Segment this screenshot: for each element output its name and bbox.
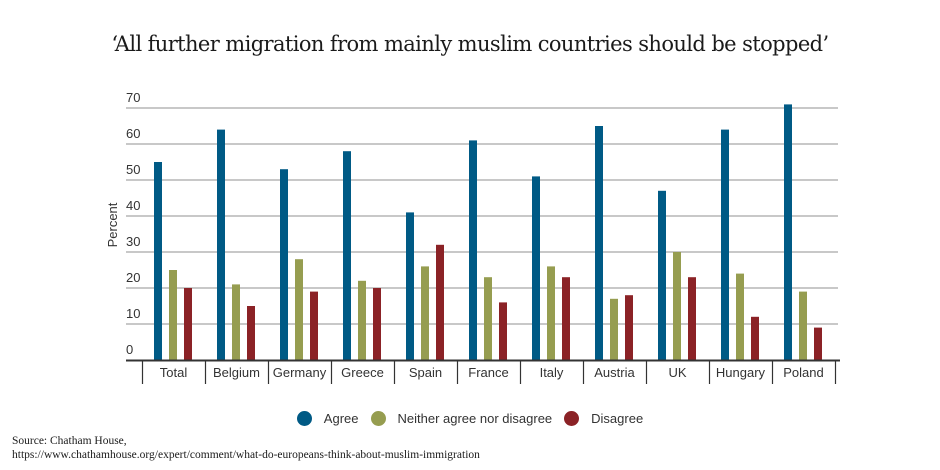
bar-disagree xyxy=(184,288,192,360)
bar-agree xyxy=(343,151,351,360)
y-tick-label: 50 xyxy=(126,162,140,177)
legend-swatch-neither xyxy=(370,411,386,426)
bar-neither-agree-nor-disagree xyxy=(358,280,366,360)
y-tick-label: 40 xyxy=(126,198,140,213)
bar-agree xyxy=(154,162,162,360)
y-tick-label: 30 xyxy=(126,234,140,249)
bar-disagree xyxy=(310,291,318,360)
bar-neither-agree-nor-disagree xyxy=(232,284,240,360)
y-tick-label: 60 xyxy=(126,126,140,141)
category-label: France xyxy=(468,365,508,380)
bar-neither-agree-nor-disagree xyxy=(673,252,681,360)
x-axis-ticks xyxy=(141,361,837,384)
category-label: Spain xyxy=(409,365,442,380)
bar-disagree xyxy=(688,277,696,360)
category-label: UK xyxy=(668,365,686,380)
source-note: Source: Chatham House, https://www.chath… xyxy=(12,434,480,462)
bar-agree xyxy=(595,126,603,360)
source-line-1: Source: Chatham House, xyxy=(12,435,127,447)
legend-swatch-agree xyxy=(296,411,312,426)
category-labels: Total Belgium Germany Greece Spain France Ital… xyxy=(160,365,824,380)
bar-agree xyxy=(784,104,792,361)
bar-disagree xyxy=(562,277,570,360)
bar-disagree xyxy=(436,244,444,360)
bar-agree xyxy=(721,129,729,360)
bar-disagree xyxy=(499,302,507,360)
bars xyxy=(154,104,822,361)
bar-agree xyxy=(217,129,225,360)
category-label: Hungary xyxy=(716,365,766,380)
y-tick-label: 70 xyxy=(126,90,140,105)
bar-neither-agree-nor-disagree xyxy=(421,266,429,360)
bar-agree xyxy=(406,212,414,360)
legend-item-neither: Neither agree nor disagree xyxy=(370,411,553,426)
bar-agree xyxy=(658,190,666,360)
bar-neither-agree-nor-disagree xyxy=(484,277,492,360)
bar-disagree xyxy=(814,327,822,360)
y-tick-label: 20 xyxy=(126,270,140,285)
source-url: https://www.chathamhouse.org/expert/comm… xyxy=(12,449,480,461)
category-label: Poland xyxy=(783,365,823,380)
y-tick-label: 0 xyxy=(126,342,133,357)
legend-item-disagree: Disagree xyxy=(564,411,643,426)
legend-label: Neither agree nor disagree xyxy=(397,411,553,426)
category-label: Total xyxy=(160,365,188,380)
category-label: Austria xyxy=(594,365,635,380)
category-label: Germany xyxy=(273,365,327,380)
bar-agree xyxy=(280,169,288,360)
legend-swatch-disagree xyxy=(564,411,580,426)
bar-neither-agree-nor-disagree xyxy=(547,266,555,360)
y-tick-labels: 0 10 20 30 40 50 60 70 xyxy=(126,90,140,357)
legend: Agree Neither agree nor disagree Disagre… xyxy=(0,411,940,426)
bar-agree xyxy=(469,140,477,360)
legend-label: Disagree xyxy=(591,411,644,426)
chart-title: ‘All further migration from mainly musli… xyxy=(111,32,829,56)
legend-label: Agree xyxy=(323,411,359,426)
bar-neither-agree-nor-disagree xyxy=(295,259,303,360)
y-axis-title: Percent xyxy=(105,202,120,247)
bar-neither-agree-nor-disagree xyxy=(169,270,177,360)
bar-neither-agree-nor-disagree xyxy=(610,298,618,360)
category-label: Greece xyxy=(341,365,384,380)
bar-neither-agree-nor-disagree xyxy=(736,273,744,360)
bar-disagree xyxy=(751,316,759,360)
bar-neither-agree-nor-disagree xyxy=(799,291,807,360)
legend-item-agree: Agree xyxy=(296,411,359,426)
gridlines xyxy=(126,107,838,325)
category-label: Italy xyxy=(540,365,564,380)
bar-disagree xyxy=(373,288,381,360)
bar-disagree xyxy=(247,306,255,360)
bar-agree xyxy=(532,176,540,360)
y-tick-label: 10 xyxy=(126,306,140,321)
bar-disagree xyxy=(625,295,633,360)
category-label: Belgium xyxy=(213,365,260,380)
